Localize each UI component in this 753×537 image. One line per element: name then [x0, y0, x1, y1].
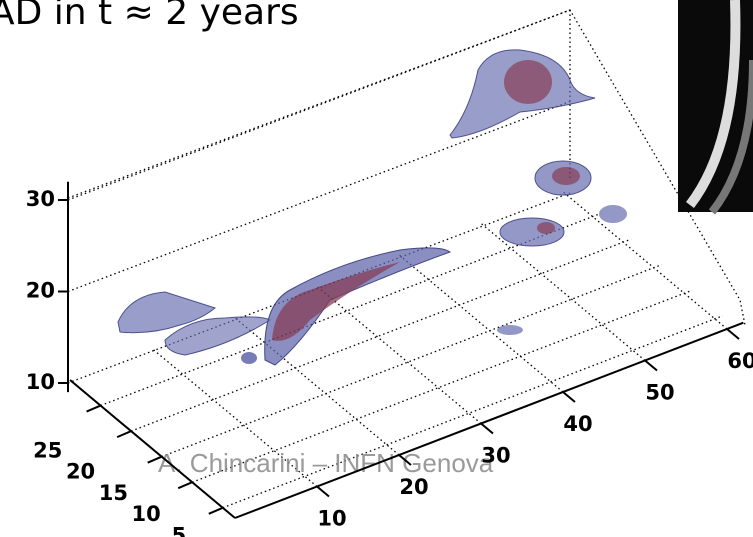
grid-line	[234, 317, 399, 455]
chart: AD in t ≈ 2 years A. Chincarini – INFN G…	[0, 0, 753, 537]
y-tick	[87, 406, 101, 412]
x-tick	[563, 392, 575, 402]
z-tick-label: 20	[26, 279, 55, 303]
blob	[241, 352, 257, 364]
x-tick-label: 60	[727, 349, 753, 373]
x-tick	[727, 329, 739, 339]
x-tick-label: 40	[563, 412, 592, 436]
y-tick-label: 25	[33, 438, 62, 462]
grid-line	[68, 102, 570, 292]
x-tick-label: 30	[481, 444, 510, 468]
y-tick	[117, 431, 131, 437]
blob	[500, 218, 564, 246]
x-tick-label: 20	[399, 475, 428, 499]
y-tick	[178, 482, 192, 488]
x-tick-label: 50	[645, 381, 674, 405]
blob	[599, 205, 627, 223]
core	[504, 60, 552, 104]
watermark: A. Chincarini – INFN Genova	[158, 448, 494, 478]
box-edge	[68, 10, 745, 325]
inset-background	[678, 0, 753, 212]
y-tick	[209, 508, 223, 514]
y-tick-label: 5	[172, 523, 187, 537]
x-axis	[235, 323, 743, 518]
z-tick-label: 30	[26, 187, 55, 211]
x-tick	[645, 361, 657, 371]
grid-line	[398, 254, 563, 392]
blob	[497, 325, 523, 335]
chart-title: AD in t ≈ 2 years	[0, 0, 299, 33]
core	[552, 167, 580, 185]
x-tick-label: 10	[317, 507, 346, 531]
x-tick	[317, 487, 329, 497]
y-tick-label: 10	[131, 502, 160, 526]
inset-image	[678, 0, 753, 212]
isosurfaces	[118, 50, 627, 365]
core	[537, 222, 555, 234]
z-tick-label: 10	[26, 370, 55, 394]
y-tick-label: 15	[99, 481, 128, 505]
grid-line	[223, 316, 723, 508]
y-tick-label: 20	[66, 460, 95, 484]
x-tick	[481, 424, 493, 434]
